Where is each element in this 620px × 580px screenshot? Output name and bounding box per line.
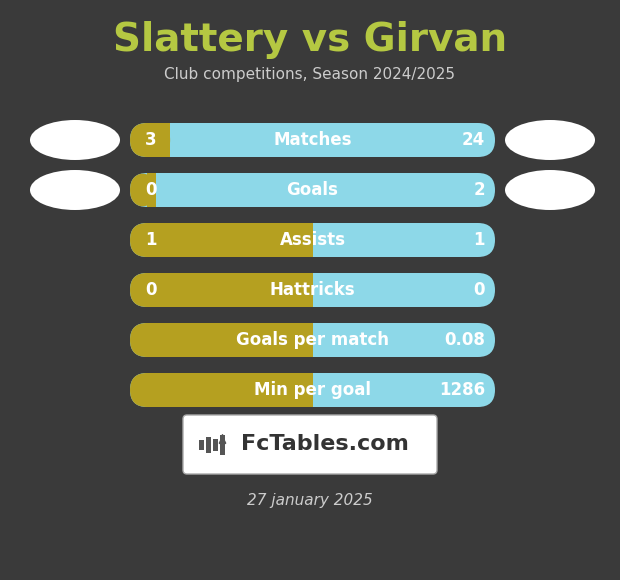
Ellipse shape <box>30 170 120 210</box>
Bar <box>147 123 170 157</box>
Ellipse shape <box>505 170 595 210</box>
Bar <box>147 373 312 407</box>
Text: 27 january 2025: 27 january 2025 <box>247 492 373 508</box>
FancyBboxPatch shape <box>130 223 312 257</box>
FancyBboxPatch shape <box>130 323 495 357</box>
Text: Matches: Matches <box>273 131 352 149</box>
Text: 1: 1 <box>145 231 156 249</box>
Text: 0: 0 <box>145 281 156 299</box>
FancyBboxPatch shape <box>183 415 437 474</box>
FancyBboxPatch shape <box>130 173 156 207</box>
Text: 3: 3 <box>145 131 157 149</box>
Bar <box>147 323 312 357</box>
Ellipse shape <box>505 120 595 160</box>
Text: Assists: Assists <box>280 231 345 249</box>
Bar <box>147 273 312 307</box>
Text: Goals: Goals <box>286 181 339 199</box>
Text: Goals per match: Goals per match <box>236 331 389 349</box>
Text: 1: 1 <box>474 231 485 249</box>
Text: Hattricks: Hattricks <box>270 281 355 299</box>
Ellipse shape <box>30 120 120 160</box>
Text: 2: 2 <box>474 181 485 199</box>
Text: Slattery vs Girvan: Slattery vs Girvan <box>113 21 507 59</box>
FancyBboxPatch shape <box>130 323 312 357</box>
FancyBboxPatch shape <box>130 123 495 157</box>
Text: 24: 24 <box>462 131 485 149</box>
Bar <box>147 173 156 207</box>
FancyBboxPatch shape <box>130 223 495 257</box>
Text: Club competitions, Season 2024/2025: Club competitions, Season 2024/2025 <box>164 67 456 82</box>
FancyBboxPatch shape <box>130 273 312 307</box>
FancyBboxPatch shape <box>130 273 495 307</box>
Bar <box>206 437 211 452</box>
Bar <box>220 434 225 455</box>
Text: Min per goal: Min per goal <box>254 381 371 399</box>
Text: 1286: 1286 <box>439 381 485 399</box>
FancyBboxPatch shape <box>130 173 495 207</box>
Bar <box>147 223 312 257</box>
Bar <box>199 440 204 450</box>
FancyBboxPatch shape <box>130 373 495 407</box>
FancyBboxPatch shape <box>130 373 312 407</box>
Text: 0: 0 <box>145 181 156 199</box>
Text: 0.08: 0.08 <box>444 331 485 349</box>
Bar <box>213 438 218 451</box>
Text: FcTables.com: FcTables.com <box>241 434 409 455</box>
FancyBboxPatch shape <box>130 123 170 157</box>
Text: 0: 0 <box>474 281 485 299</box>
